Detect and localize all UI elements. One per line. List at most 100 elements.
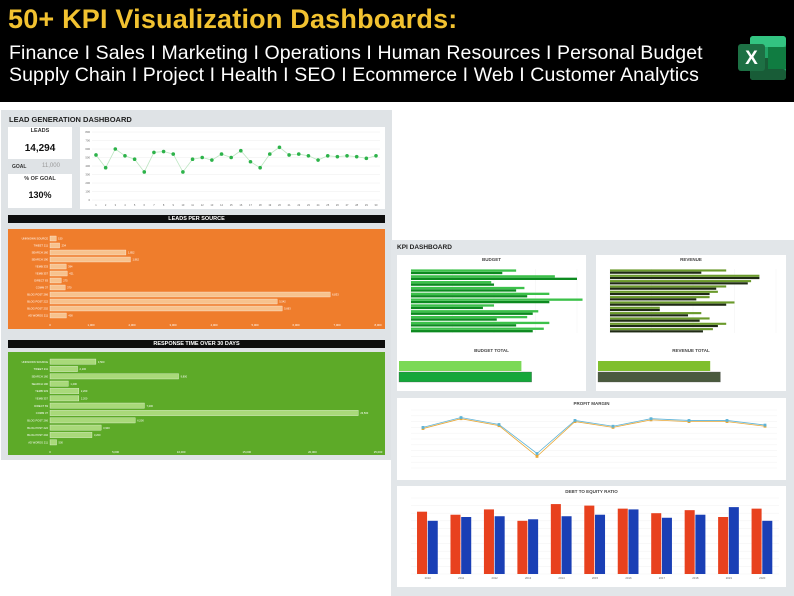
banner-title: 50+ KPI Visualization Dashboards: [8, 4, 458, 34]
debt-bar [695, 514, 706, 574]
response-bar [49, 439, 57, 446]
source-bar [49, 270, 68, 277]
lead-point [219, 152, 224, 156]
revenue-bar-b [610, 314, 689, 317]
lead-point [142, 170, 147, 174]
lead-point [171, 152, 176, 156]
response-x-tick: 20,000 [308, 450, 317, 454]
debt-bar [595, 514, 606, 574]
lead-x-tick: 26 [336, 203, 339, 207]
source-value-label: 275 [63, 279, 68, 283]
response-value-label: 3,900 [103, 426, 110, 430]
lead-point [354, 154, 359, 159]
budget-bar-b [411, 324, 517, 327]
debt-bar [483, 509, 494, 574]
lead-point [364, 156, 369, 161]
response-x-tick: 15,000 [243, 450, 252, 454]
lead-point [161, 149, 166, 154]
debt-x-tick: 2015 [592, 576, 599, 580]
lead-point [306, 154, 311, 158]
debt-bar [584, 505, 595, 574]
response-category-label: SEARCH 190 [32, 382, 49, 386]
revenue-bar-a [610, 290, 718, 293]
response-category-label: BLOG POST 222 [27, 426, 48, 430]
debt-bar [628, 509, 639, 574]
profit-point [535, 452, 539, 455]
debt-bar [728, 507, 739, 574]
lead-x-tick: 6 [144, 203, 146, 207]
debt-to-equity-chart: 2010 2011 2012 2013 2014 2015 2016 2017 2018 2019… [411, 497, 779, 580]
leads-per-source-header: LEADS PER SOURCE [8, 215, 385, 223]
source-value-label: 5,663 [284, 307, 291, 311]
lead-point [345, 154, 349, 158]
source-value-label: 1,962 [132, 258, 139, 262]
promo-banner: 50+ KPI Visualization Dashboards: Financ… [0, 0, 794, 102]
response-bar [49, 358, 97, 365]
source-category-label: YEMB 357 [35, 272, 48, 276]
revenue-bar-a [610, 301, 735, 304]
response-value-label: 7,200 [146, 404, 153, 408]
debt-x-tick: 2012 [492, 576, 499, 580]
lead-point [267, 152, 272, 156]
revenue-bar-a [610, 280, 752, 283]
budget-bar-b [411, 306, 483, 310]
response-value-label: 3,200 [94, 433, 101, 437]
lead-x-tick: 27 [346, 203, 349, 207]
profit-series-line [422, 417, 766, 455]
lead-y-tick: 200 [85, 181, 90, 185]
response-category-label: DIRECT 83 [34, 404, 48, 408]
leads-per-source-card: 0 1,000 2,000 3,000 4,000 5,000 6,000 7,000 8,00… [8, 229, 385, 329]
budget-total-title: BUDGET TOTAL [474, 348, 509, 353]
lead-y-tick: 100 [85, 190, 90, 194]
budget-title: BUDGET [482, 257, 501, 262]
debt-bar [550, 504, 561, 574]
revenue-bar-b [610, 276, 760, 280]
budget-bar-a [411, 327, 544, 330]
source-x-tick: 4,000 [211, 323, 218, 327]
source-category-label: AD WORDS 211 [28, 314, 48, 318]
leads-per-source-chart: 0 1,000 2,000 3,000 4,000 5,000 6,000 7,000 8,00… [22, 235, 382, 327]
lead-point [239, 148, 243, 153]
response-bar [49, 410, 359, 416]
lead-x-tick: 25 [326, 203, 329, 207]
budget-bar-a [411, 321, 550, 325]
profit-point [725, 419, 729, 422]
leads-line-chart-card: 0 100 200 300 400 500 600 700 800 1 2 3 4 5 6 7 8 9 10 11 12… [80, 127, 385, 209]
source-category-label: BLOG POST 266 [27, 293, 48, 297]
response-x-tick: 10,000 [177, 450, 186, 454]
revenue-bar-a [610, 285, 727, 288]
lead-x-tick: 24 [317, 203, 320, 207]
lead-x-tick: 28 [355, 203, 358, 207]
source-category-label: BLOG POST 202 [27, 307, 48, 311]
revenue-bar-b [610, 292, 710, 296]
lead-point [374, 154, 378, 158]
lead-point [190, 157, 195, 161]
response-value-label: 1,400 [70, 382, 77, 386]
profit-point [421, 426, 425, 429]
revenue-bar-a [610, 322, 727, 325]
budget-bar-b [411, 295, 528, 298]
lead-x-tick: 1 [95, 203, 97, 207]
debt-bar [517, 520, 528, 574]
budget-bar-b [411, 318, 497, 321]
source-value-label: 421 [69, 272, 74, 276]
lead-point [287, 153, 291, 157]
response-time-card: 0 5,000 10,000 15,000 20,000 25,000 UNKNOWN SO… [8, 352, 385, 455]
profit-point [497, 423, 501, 426]
lead-x-tick: 5 [134, 203, 136, 207]
response-category-label: YEMB 357 [35, 396, 48, 400]
profit-margin-chart [411, 409, 777, 469]
lead-x-tick: 22 [297, 203, 300, 207]
debt-bar [661, 517, 672, 574]
source-x-tick: 2,000 [129, 323, 136, 327]
leads-value: 14,294 [24, 143, 56, 154]
lead-y-tick: 700 [85, 139, 90, 143]
lead-point [335, 154, 340, 159]
debt-to-equity-card: DEBT TO EQUITY RATIO 2010 2011 2012 2013 201… [397, 486, 786, 587]
leads-kpi-tile [8, 127, 72, 159]
lead-x-tick: 12 [201, 203, 204, 207]
source-bar [49, 284, 66, 291]
response-category-label: BLOG POST 266 [27, 418, 48, 422]
lead-point [132, 157, 137, 161]
